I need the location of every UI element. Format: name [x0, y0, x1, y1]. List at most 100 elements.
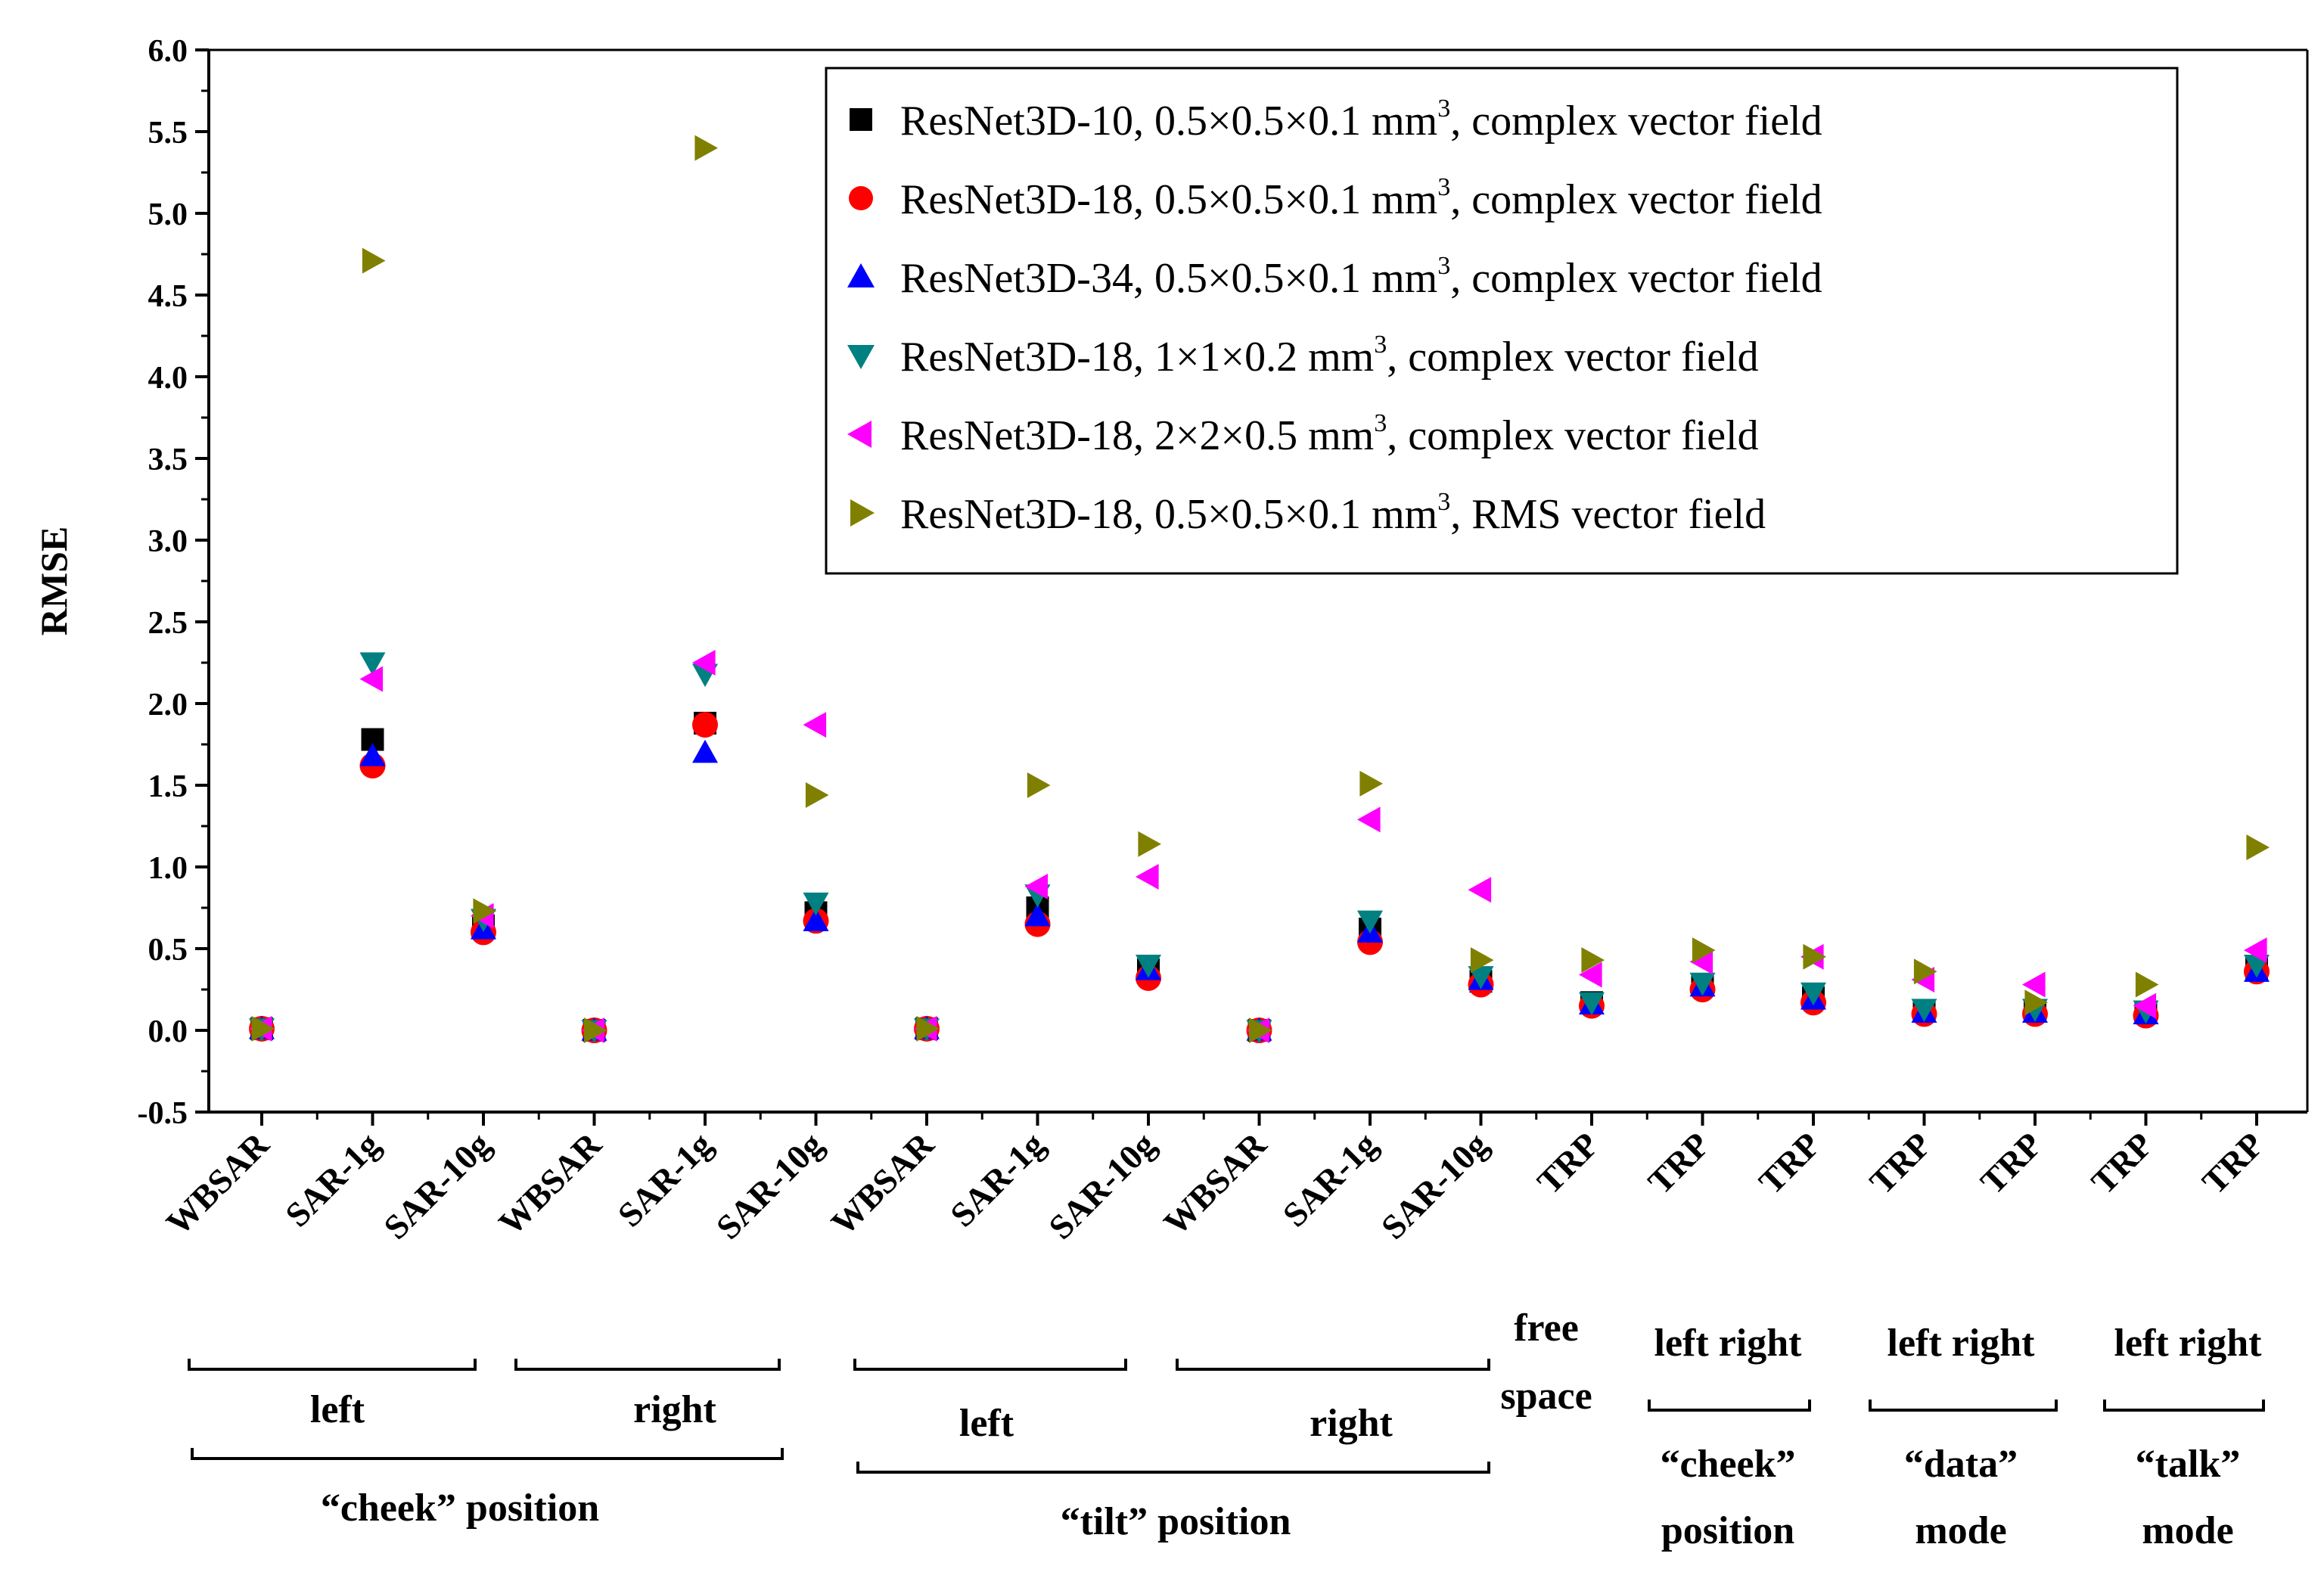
sub-group-bracket — [514, 1359, 781, 1371]
legend-label-superscript: 3 — [1437, 95, 1450, 123]
legend-label-suffix: , complex vector field — [1387, 412, 1758, 459]
data-point-triangle-right — [916, 1015, 940, 1042]
sub-group-label: left — [310, 1388, 365, 1431]
legend-label-superscript: 3 — [1374, 331, 1387, 359]
y-tick-label: 5.0 — [148, 197, 188, 232]
data-point-triangle-right — [1803, 943, 1826, 970]
y-tick-label: 1.0 — [148, 851, 188, 886]
x-category-label: TRP — [1751, 1125, 1828, 1201]
sub-group-bracket — [853, 1359, 1127, 1371]
legend-label: ResNet3D-18, 0.5×0.5×0.1 mm3, RMS vector… — [900, 488, 1766, 538]
data-point-circle — [692, 712, 718, 738]
y-tick-label: 0.0 — [148, 1014, 188, 1049]
legend: ResNet3D-10, 0.5×0.5×0.1 mm3, complex ve… — [825, 67, 2179, 575]
data-point-triangle-down — [803, 892, 829, 916]
data-point-triangle-down — [1800, 982, 1826, 1006]
y-tick-label: -0.5 — [138, 1096, 188, 1131]
x-category-label: TRP — [1862, 1125, 1938, 1201]
data-point-triangle-up — [359, 743, 386, 766]
trp-group-label: “data” — [1904, 1443, 2018, 1486]
trp-group-bracket — [2103, 1400, 2265, 1412]
x-category-label: SAR-1g — [1275, 1125, 1384, 1234]
data-point-triangle-right — [1248, 1017, 1272, 1043]
data-point-triangle-down — [1357, 910, 1383, 934]
x-category-label: SAR-1g — [943, 1125, 1052, 1234]
x-category-label: SAR-10g — [376, 1125, 498, 1247]
x-category-label: SAR-10g — [709, 1125, 831, 1247]
data-point-triangle-right — [1027, 772, 1051, 798]
trp-group-bracket — [1648, 1400, 1811, 1412]
legend-label-name: ResNet3D-34, 0.5×0.5×0.1 mm — [900, 255, 1437, 302]
trp-left-right-label: left right — [1887, 1322, 2036, 1365]
legend-label: ResNet3D-18, 0.5×0.5×0.1 mm3, complex ve… — [900, 173, 1822, 223]
legend-label-suffix: , complex vector field — [1450, 176, 1822, 223]
data-point-triangle-left — [2133, 993, 2157, 1019]
y-tick-label: 5.5 — [148, 116, 188, 151]
y-axis-ticks: -0.5 0.0 0.5 1.0 1.5 2.0 2.5 3.0 3.5 4.0 4.5 5.0 5.5… — [138, 34, 209, 1131]
x-category-label: SAR-10g — [1374, 1125, 1496, 1247]
x-category-label: TRP — [1530, 1125, 1606, 1201]
legend-label-name: ResNet3D-18, 1×1×0.2 mm — [900, 334, 1374, 381]
data-point-triangle-right — [1581, 947, 1605, 974]
data-point-triangle-right — [1470, 947, 1494, 974]
x-category-label: SAR-10g — [1041, 1125, 1163, 1247]
legend-label: ResNet3D-34, 0.5×0.5×0.1 mm3, complex ve… — [900, 252, 1822, 302]
data-point-triangle-right — [2024, 989, 2048, 1016]
trp-group-label: free — [1514, 1306, 1579, 1350]
data-point-triangle-down — [359, 652, 386, 676]
sub-group-label: right — [633, 1388, 716, 1431]
data-point-triangle-left — [1579, 962, 1602, 988]
sub-group-label: left — [959, 1402, 1014, 1445]
y-tick-label: 3.5 — [148, 443, 188, 477]
x-category-label: SAR-1g — [278, 1125, 387, 1234]
x-category-label: TRP — [1640, 1125, 1717, 1201]
x-category-label: SAR-1g — [611, 1125, 719, 1234]
x-category-label: WBSAR — [159, 1124, 277, 1242]
data-point-triangle-down — [1136, 955, 1161, 978]
legend-label-suffix: , complex vector field — [1450, 255, 1822, 302]
y-tick-label: 4.5 — [148, 279, 188, 314]
y-tick-label: 6.0 — [148, 34, 188, 69]
sub-group-bracket — [1176, 1359, 1490, 1371]
legend-marker-triangle-right — [850, 499, 875, 527]
data-point-triangle-left — [2022, 971, 2046, 998]
trp-group-label-line2: space — [1500, 1375, 1592, 1418]
legend-label-suffix: , complex vector field — [1450, 98, 1822, 144]
data-point-triangle-down — [1468, 966, 1494, 989]
trp-group-label: “talk” — [2136, 1443, 2241, 1486]
sub-group-label: right — [1310, 1402, 1393, 1445]
main-group-bracket — [856, 1462, 1490, 1474]
trp-group-label-line2: mode — [2142, 1509, 2233, 1552]
data-point-triangle-right — [1913, 958, 1937, 985]
data-point-triangle-right — [2135, 971, 2159, 998]
legend-label-name: ResNet3D-18, 0.5×0.5×0.1 mm — [900, 176, 1437, 223]
y-tick-label: 0.5 — [148, 933, 188, 968]
y-tick-label: 3.0 — [148, 524, 188, 559]
legend-label-name: ResNet3D-18, 0.5×0.5×0.1 mm — [900, 491, 1437, 538]
legend-label-superscript: 3 — [1437, 173, 1450, 201]
data-point-triangle-left — [1024, 873, 1049, 899]
data-point-triangle-up — [692, 739, 718, 763]
main-group-label: “cheek” position — [321, 1487, 599, 1530]
data-point-triangle-left — [803, 712, 827, 738]
legend-label: ResNet3D-18, 2×2×0.5 mm3, complex vector… — [900, 409, 1759, 459]
data-point-triangle-right — [2246, 834, 2270, 861]
y-tick-label: 1.5 — [148, 769, 188, 804]
legend-label-name: ResNet3D-18, 2×2×0.5 mm — [900, 412, 1374, 459]
data-point-triangle-right — [583, 1017, 607, 1043]
data-point-triangle-right — [1692, 937, 1716, 964]
data-point-triangle-left — [692, 650, 716, 676]
legend-label-superscript: 3 — [1437, 252, 1450, 280]
data-point-triangle-left — [359, 666, 384, 692]
data-point-triangle-left — [1136, 863, 1159, 890]
legend-marker-triangle-down — [847, 345, 875, 369]
legend-marker-square — [850, 108, 872, 131]
main-group-bracket — [191, 1448, 784, 1460]
legend-label: ResNet3D-10, 0.5×0.5×0.1 mm3, complex ve… — [900, 95, 1822, 144]
x-category-label: TRP — [2083, 1125, 2160, 1201]
legend-label-name: ResNet3D-10, 0.5×0.5×0.1 mm — [900, 98, 1437, 144]
legend-marker-triangle-left — [847, 421, 872, 448]
data-point-triangle-right — [473, 898, 496, 924]
